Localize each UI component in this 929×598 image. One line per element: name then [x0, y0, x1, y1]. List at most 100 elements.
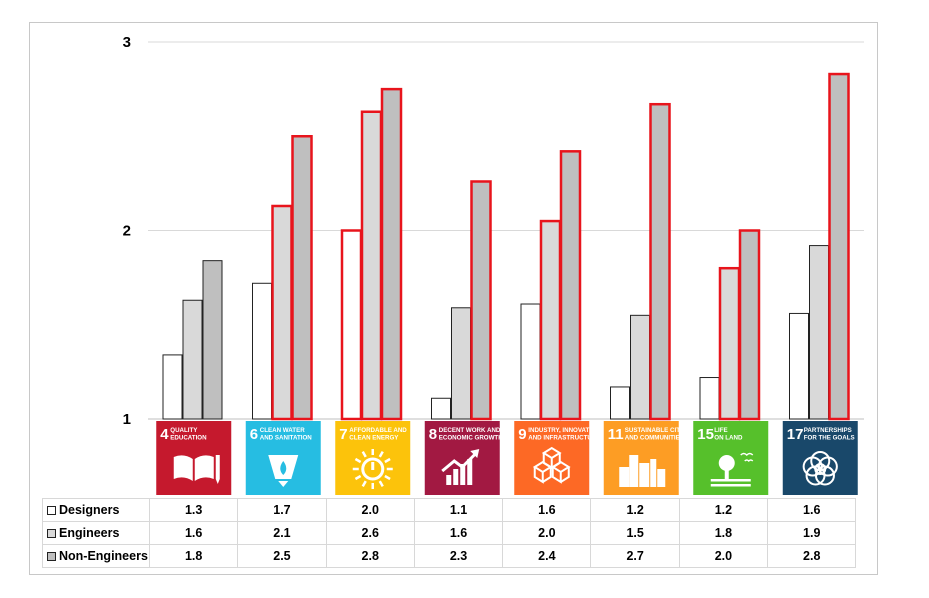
interlinked-rings-icon [802, 451, 838, 486]
sun-power-icon [352, 449, 393, 489]
sdg-number: 7 [339, 426, 347, 443]
sdg-label-line: FOR THE GOALS [804, 435, 855, 442]
data-label: 2.4 [502, 544, 592, 568]
sdg-label-line: CLEAN ENERGY [349, 435, 399, 442]
bar-designers-sdg17 [789, 312, 809, 420]
bar-non-engineers-sdg4 [202, 260, 223, 420]
bar-designers-sdg4 [162, 354, 183, 420]
bar-non-engineers-sdg7 [380, 87, 403, 421]
sdg-number: 11 [608, 426, 624, 443]
data-label: 1.5 [590, 521, 680, 545]
bar-non-engineers-sdg6 [291, 135, 313, 421]
bar-non-engineers-sdg17 [828, 72, 850, 421]
bar-non-engineers-sdg9 [559, 150, 582, 421]
sdg-number: 6 [250, 426, 258, 443]
sdg-label-line: PARTNERSHIPS [804, 427, 852, 434]
sdg-label-line: INDUSTRY, INNOVATION [528, 427, 601, 434]
water-drop-glass-icon [268, 455, 299, 487]
sdg-label-line: QUALITY [170, 427, 198, 434]
growth-chart-icon [441, 449, 480, 485]
sdg-number: 15 [697, 426, 714, 443]
sdg-label-line: AND SANITATION [260, 435, 313, 442]
sdg-label-line: AND COMMUNITIES [625, 435, 684, 442]
chart-frame [29, 22, 878, 575]
bar-designers-sdg15 [699, 377, 720, 420]
sdg-label-line: CLEAN WATER [260, 427, 305, 434]
sdg-number: 8 [429, 426, 437, 443]
series-label: Designers [42, 498, 150, 522]
y-tick-label: 1 [123, 411, 131, 428]
table-row: Non-Engineers 1.8 2.5 2.8 2.3 2.4 2.7 2.0 2.8 [42, 544, 857, 568]
data-label: 1.7 [237, 498, 327, 522]
data-label: 2.7 [590, 544, 680, 568]
bar-engineers-sdg9 [539, 219, 562, 421]
bar-designers-sdg7 [340, 229, 363, 421]
bar-non-engineers-sdg8 [470, 180, 492, 421]
data-label: 1.8 [678, 521, 769, 545]
data-label: 1.1 [413, 498, 504, 522]
sdg-label-line: ECONOMIC GROWTH [439, 435, 503, 442]
bar-engineers-sdg6 [271, 204, 293, 421]
legend-swatch [47, 552, 56, 561]
sdg-label-line: AFFORDABLE AND [349, 427, 407, 434]
stacked-cubes-icon [532, 446, 571, 484]
sdg-number: 9 [518, 426, 526, 443]
bar-engineers-sdg8 [451, 307, 471, 420]
city-buildings-icon [619, 455, 666, 487]
data-label: 1.3 [148, 498, 239, 522]
series-name: Non-Engineers [59, 549, 148, 563]
table-row: Engineers 1.6 2.1 2.6 1.6 2.0 1.5 1.8 1.9 [42, 521, 857, 545]
legend-swatch [47, 529, 56, 538]
sdg-number: 17 [787, 426, 804, 443]
data-label: 2.0 [325, 498, 415, 522]
sdg-label-line: EDUCATION [170, 435, 207, 442]
data-label: 1.8 [148, 544, 239, 568]
y-tick-label: 3 [123, 34, 131, 51]
data-label: 2.1 [237, 521, 327, 545]
bar-engineers-sdg11 [630, 314, 650, 420]
bar-designers-sdg8 [431, 397, 451, 420]
data-label: 1.2 [590, 498, 680, 522]
data-label: 1.6 [148, 521, 239, 545]
bar-engineers-sdg4 [182, 299, 203, 420]
bar-non-engineers-sdg15 [738, 229, 761, 421]
bar-designers-sdg6 [252, 282, 272, 420]
series-name: Engineers [59, 526, 120, 540]
table-row: Designers 1.3 1.7 2.0 1.1 1.6 1.2 1.2 1.6 [42, 498, 857, 522]
series-label: Engineers [42, 521, 150, 545]
data-label: 2.8 [325, 544, 415, 568]
sdg-label-line: DECENT WORK AND [439, 427, 501, 434]
legend-swatch [47, 506, 56, 515]
series-label: Non-Engineers [42, 544, 150, 568]
book-pencil-icon [173, 455, 220, 484]
data-label: 2.5 [237, 544, 327, 568]
series-name: Designers [59, 503, 120, 517]
data-label: 1.6 [502, 498, 592, 522]
bar-non-engineers-sdg11 [649, 102, 671, 421]
data-label: 1.6 [413, 521, 504, 545]
data-label: 2.0 [502, 521, 592, 545]
data-label: 1.9 [767, 521, 857, 545]
sdg-label-line: SUSTAINABLE CITIES [625, 427, 690, 434]
sdg-label-line: ON LAND [714, 435, 743, 442]
data-label: 1.6 [767, 498, 857, 522]
bar-designers-sdg11 [610, 386, 630, 420]
tree-birds-icon [710, 452, 754, 487]
data-label: 2.3 [413, 544, 504, 568]
data-label: 2.6 [325, 521, 415, 545]
sdg-number: 4 [160, 426, 169, 443]
bar-engineers-sdg7 [360, 110, 383, 421]
y-tick-label: 2 [123, 223, 131, 240]
data-label: 2.8 [767, 544, 857, 568]
data-label: 1.2 [678, 498, 769, 522]
data-table: Designers 1.3 1.7 2.0 1.1 1.6 1.2 1.2 1.6 Enginee… [42, 498, 857, 568]
